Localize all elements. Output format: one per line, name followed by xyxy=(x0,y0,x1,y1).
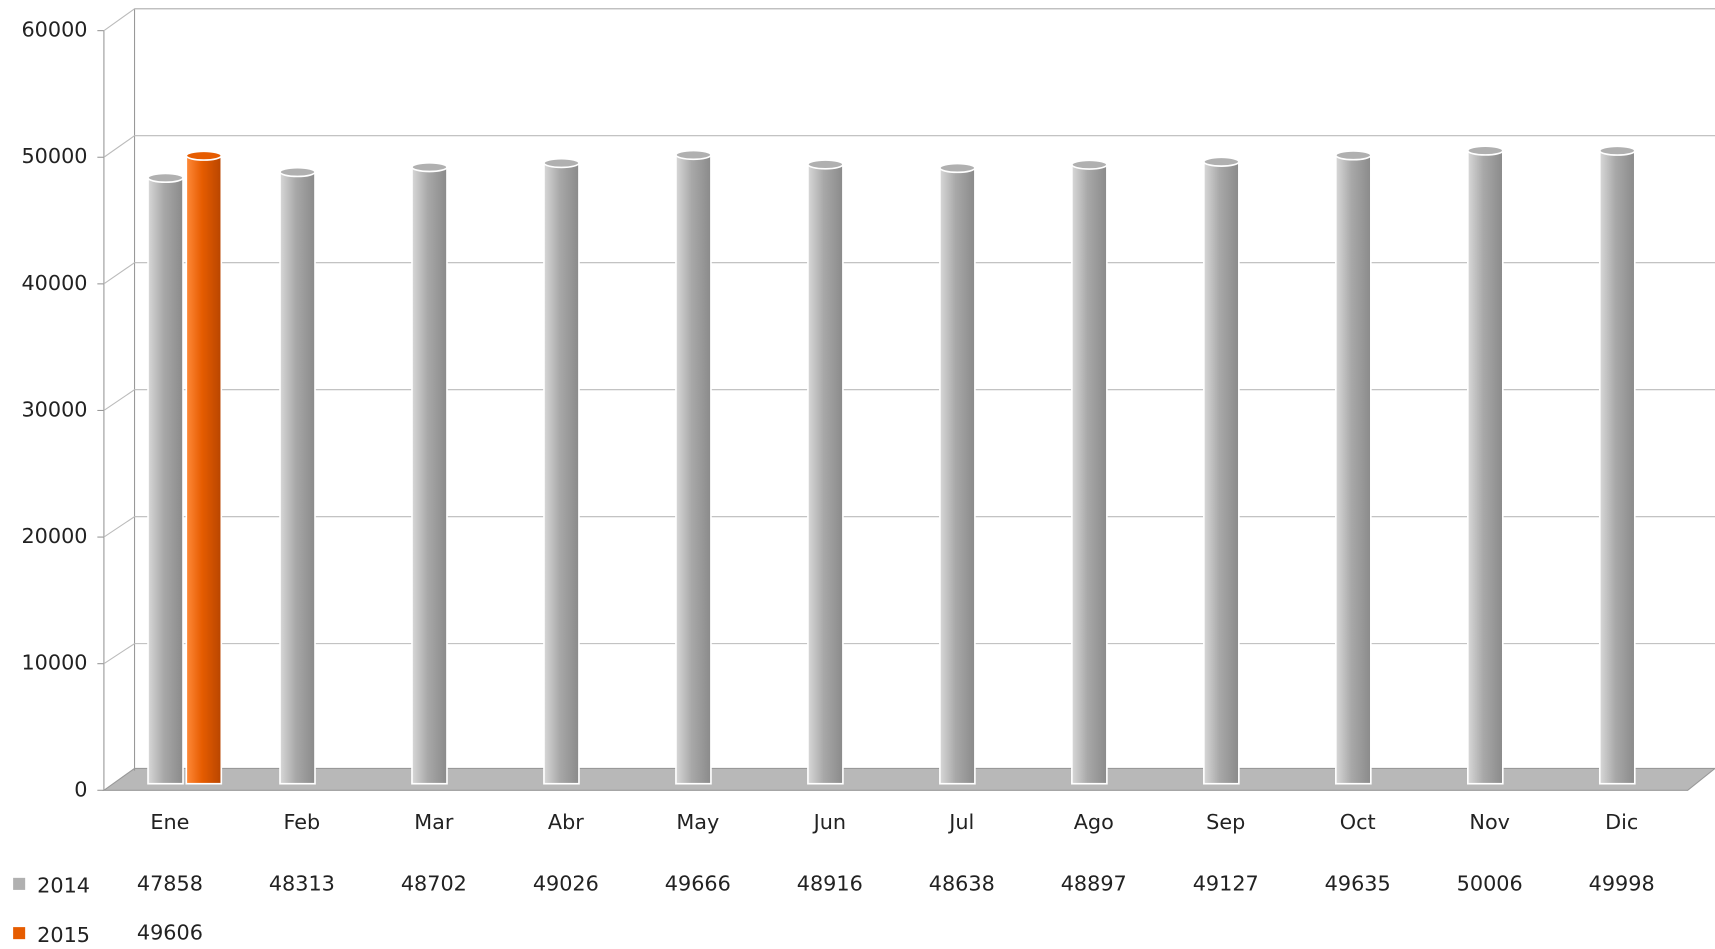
bar xyxy=(1598,149,1636,785)
floor xyxy=(102,767,1715,791)
grid-line xyxy=(103,8,1715,32)
bar xyxy=(675,154,712,785)
bar-top xyxy=(1203,156,1240,167)
bar xyxy=(1203,160,1240,785)
table-value: 47858 xyxy=(137,871,203,895)
grid-line xyxy=(103,135,1715,158)
table-value: 48702 xyxy=(401,871,467,895)
table-value: 49026 xyxy=(533,871,599,895)
bar xyxy=(1466,149,1504,785)
bar-top xyxy=(1071,159,1108,170)
x-tick-label: Jun xyxy=(812,810,846,834)
bar-top xyxy=(147,172,184,184)
table-value: 48916 xyxy=(797,871,863,895)
table-value: 48313 xyxy=(269,871,335,895)
bar xyxy=(279,171,316,785)
y-tick-label: 50000 xyxy=(21,144,87,168)
bar xyxy=(939,167,976,785)
table-value: 49606 xyxy=(137,921,203,945)
bar xyxy=(1071,163,1108,785)
legend-label: 2014 xyxy=(37,874,90,898)
grid-line xyxy=(103,262,1715,285)
x-tick-label: Nov xyxy=(1469,810,1510,834)
grid-line xyxy=(103,389,1715,411)
y-tick-label: 10000 xyxy=(21,651,87,675)
bar-top xyxy=(1335,150,1372,161)
x-tick-label: Oct xyxy=(1340,810,1376,834)
bar-top xyxy=(939,162,976,174)
grid-line xyxy=(103,643,1715,665)
table-value: 49998 xyxy=(1589,871,1655,895)
x-tick-label: Ago xyxy=(1074,810,1114,834)
bar-top xyxy=(185,150,223,161)
y-tick-label: 0 xyxy=(74,777,87,801)
bar xyxy=(147,176,184,785)
legend-swatch xyxy=(13,927,26,940)
table-value: 49635 xyxy=(1325,871,1391,895)
y-tick-label: 20000 xyxy=(21,524,87,548)
legend-swatch xyxy=(13,877,26,890)
table-value: 49666 xyxy=(665,871,731,895)
bar-top xyxy=(807,159,844,170)
table-value: 50006 xyxy=(1457,871,1523,895)
x-tick-label: Jul xyxy=(947,810,974,834)
x-tick-label: Sep xyxy=(1206,810,1245,834)
x-tick-label: Dic xyxy=(1605,810,1638,834)
bar xyxy=(185,154,223,785)
table-value: 48897 xyxy=(1061,871,1127,895)
grid-line xyxy=(103,516,1715,538)
bar-top xyxy=(411,161,448,173)
bar xyxy=(411,166,448,785)
bar xyxy=(543,162,580,785)
y-tick-label: 30000 xyxy=(21,397,87,421)
bar-top xyxy=(279,166,316,178)
table-value: 49127 xyxy=(1193,871,1259,895)
x-tick-label: Ene xyxy=(150,810,189,834)
bar-top xyxy=(675,149,712,161)
bar xyxy=(1335,154,1372,785)
bar-top xyxy=(543,157,580,169)
y-tick-label: 60000 xyxy=(21,18,87,42)
y-tick-label: 40000 xyxy=(21,271,87,295)
x-tick-label: Feb xyxy=(283,810,320,834)
bar-top xyxy=(1598,145,1636,156)
table-value: 48638 xyxy=(929,871,995,895)
bar xyxy=(807,163,844,785)
x-tick-label: May xyxy=(676,810,719,834)
bar-top xyxy=(1466,145,1504,156)
x-tick-label: Mar xyxy=(414,810,454,834)
legend-label: 2015 xyxy=(37,923,90,947)
x-tick-label: Abr xyxy=(548,810,584,834)
